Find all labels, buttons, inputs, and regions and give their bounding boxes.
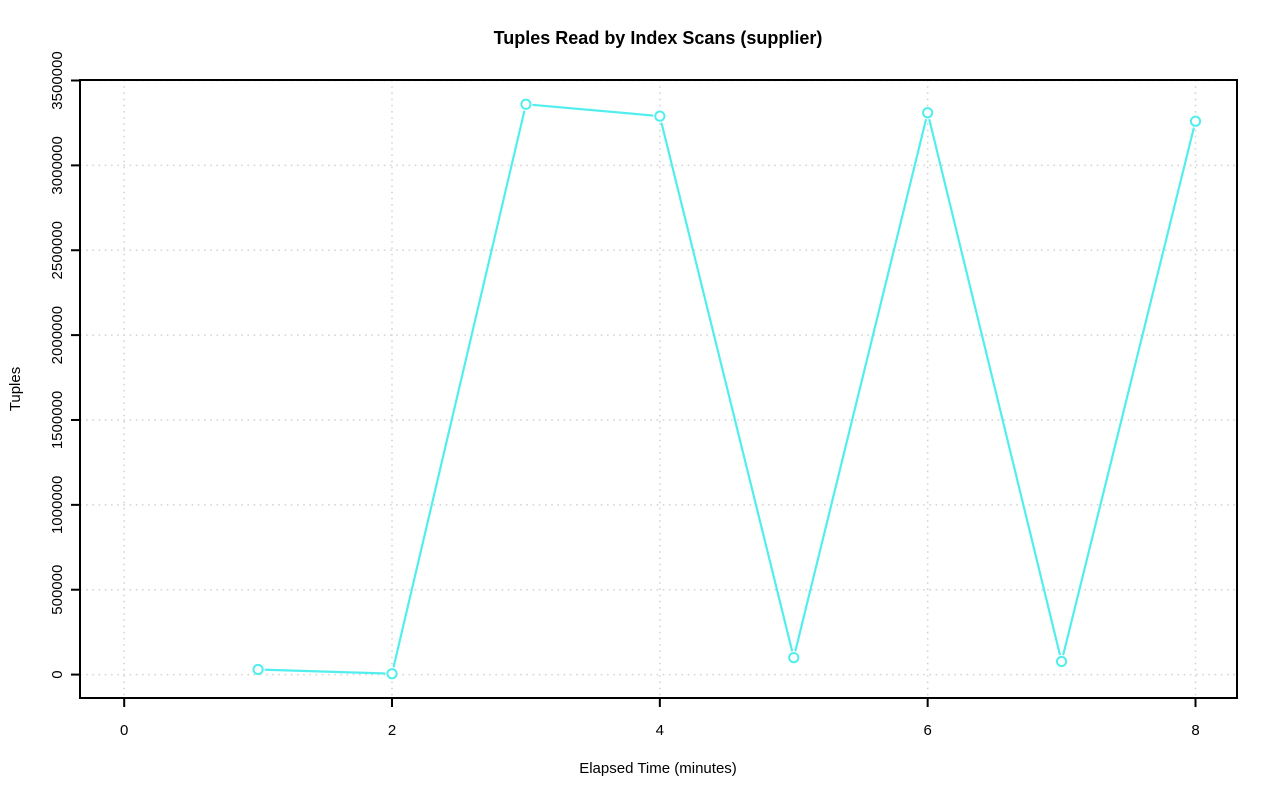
x-tick-label: 2 — [388, 722, 396, 739]
series-line-segment — [794, 118, 927, 652]
data-point-marker — [788, 652, 800, 664]
x-tick-label: 8 — [1191, 722, 1199, 739]
data-point-marker — [654, 110, 666, 122]
y-tick-label: 1500000 — [49, 391, 66, 449]
x-tick-label: 6 — [923, 722, 931, 739]
data-point-marker — [922, 107, 934, 119]
series-line-segment — [264, 668, 386, 675]
series-line-segment — [928, 118, 1061, 656]
x-tick-label: 0 — [120, 722, 128, 739]
series-line-segment — [392, 110, 526, 668]
y-tick-label: 2000000 — [49, 306, 66, 364]
series-line-segment — [532, 103, 654, 117]
y-axis-title: Tuples — [7, 367, 24, 411]
x-tick-label: 4 — [656, 722, 664, 739]
chart-title: Tuples Read by Index Scans (supplier) — [494, 28, 823, 48]
series-line-segment — [660, 122, 794, 652]
y-tick-label: 1000000 — [49, 476, 66, 534]
x-axis-title: Elapsed Time (minutes) — [579, 760, 737, 777]
data-point-marker — [252, 663, 264, 676]
y-tick-label: 2500000 — [49, 221, 66, 279]
series-line-segment — [1062, 127, 1195, 656]
data-point-marker — [386, 668, 398, 680]
data-point-marker — [520, 98, 532, 110]
y-tick-label: 0 — [49, 670, 66, 678]
y-tick-label: 500000 — [49, 565, 66, 615]
y-tick-label: 3000000 — [49, 136, 66, 194]
data-point-marker — [1055, 655, 1068, 668]
data-point-marker — [1189, 115, 1202, 127]
y-tick-label: 3500000 — [49, 51, 66, 109]
plot-border — [79, 79, 1238, 699]
